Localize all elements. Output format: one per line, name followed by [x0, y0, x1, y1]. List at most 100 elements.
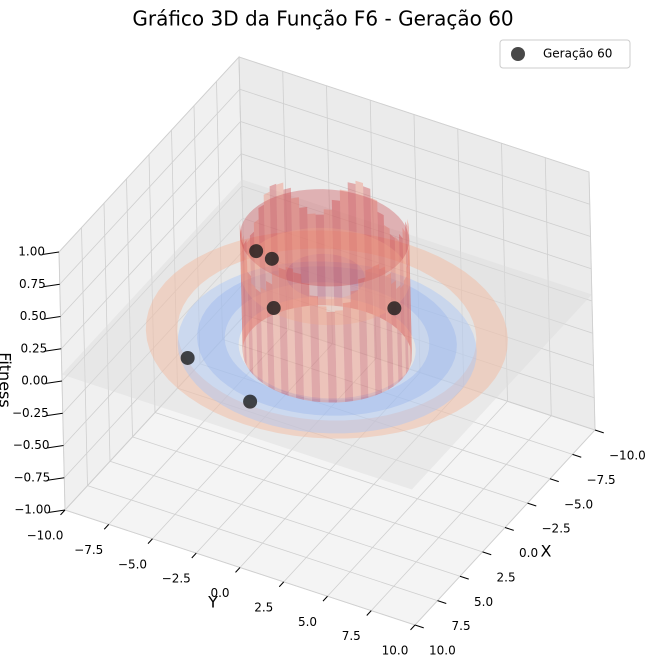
surface-facet [243, 239, 249, 338]
z-tick-label: 0.75 [19, 277, 46, 291]
z-tick-label: −1.00 [14, 503, 51, 517]
scatter-point [266, 301, 281, 316]
surface-facet [293, 272, 305, 400]
surface-facet [326, 311, 337, 403]
y-tick [191, 552, 197, 559]
surface-facet [405, 221, 411, 347]
z-tick [46, 412, 63, 417]
points [180, 244, 402, 409]
x-tick [414, 624, 424, 629]
surface-facet [299, 206, 310, 307]
x-tick-label: 5.0 [474, 595, 493, 609]
grid-line [283, 386, 465, 583]
y-tick-label: −7.5 [74, 543, 103, 557]
grid-line [327, 400, 508, 597]
surface-facet [355, 180, 366, 312]
surface-facet [307, 213, 318, 306]
legend-marker [511, 47, 525, 61]
x-tick-label: 0.0 [519, 546, 538, 560]
z-tick [45, 348, 62, 352]
z-tick-label: −0.50 [13, 438, 50, 452]
surface-facet [377, 211, 387, 321]
x-tick-label: 7.5 [452, 619, 471, 633]
x-tick-label: −2.5 [542, 522, 571, 536]
surface-facet [315, 214, 326, 306]
surface-facet [244, 256, 250, 371]
grid-line [241, 153, 592, 270]
surface-facet [408, 232, 412, 361]
surface-facet [339, 189, 351, 308]
surface-facet [379, 266, 389, 393]
scatter-point [264, 251, 279, 266]
surface-facet [342, 302, 354, 402]
y-tick-label: 0.0 [210, 586, 229, 600]
surface-facet [363, 186, 374, 315]
z-tick-label: 0.25 [21, 341, 48, 355]
surface-facet [239, 223, 244, 357]
x-tick-label: −7.5 [587, 473, 616, 487]
surface-facet [407, 247, 412, 366]
surface-facet [383, 224, 392, 325]
surface-facet [406, 263, 411, 370]
surface-facet [318, 306, 329, 403]
scatter-point [387, 301, 402, 316]
z-tick [46, 380, 63, 384]
surface-facet [239, 223, 243, 352]
grid-line [240, 121, 591, 237]
surface-band [240, 227, 411, 326]
grid-line [63, 250, 244, 446]
y-tick [60, 509, 66, 516]
surface-facet [358, 277, 369, 400]
surface-facet [331, 199, 343, 307]
z-tick [43, 283, 60, 288]
surface-facet [278, 267, 289, 396]
y-tick-label: 7.5 [342, 629, 361, 643]
surface-facet [241, 235, 246, 343]
surface-crown-top [239, 189, 410, 287]
x-tick-label: −10.0 [609, 449, 646, 463]
grid-line [239, 88, 590, 205]
grid [58, 56, 596, 626]
x-tick [572, 453, 582, 458]
surface-facet [323, 209, 335, 306]
y-tick-label: 10.0 [382, 644, 409, 658]
y-tick [147, 538, 153, 544]
grid-line [370, 415, 552, 611]
z-tick [47, 445, 64, 449]
x-tick [459, 575, 469, 580]
y-tick-label: −2.5 [162, 572, 191, 586]
legend: Geração 60 [499, 39, 631, 69]
grid-line [195, 357, 377, 554]
grid-line [60, 153, 242, 350]
surface-facet [246, 238, 253, 334]
surface-facet [247, 271, 254, 376]
grid-line [108, 329, 290, 525]
z-tick [44, 316, 61, 320]
surface-facet [301, 282, 313, 402]
surface-facet [400, 284, 406, 379]
y-tick-label: −5.0 [118, 557, 147, 571]
surface-facet [240, 229, 245, 362]
z-tick-label: 1.00 [18, 245, 45, 259]
surface-facet [276, 182, 287, 313]
legend-label: Geração 60 [543, 47, 612, 61]
surface-facet [251, 283, 258, 380]
grid-line [60, 121, 241, 317]
surface-facet [407, 218, 412, 352]
z-axis-label: Fitness [0, 352, 15, 407]
surface-facet [285, 266, 297, 399]
x-tick-label: 2.5 [497, 570, 516, 584]
x-tick-label: −5.0 [564, 497, 593, 511]
surface-facet [240, 228, 245, 348]
y-tick-label: −10.0 [27, 529, 64, 543]
grid-line [58, 56, 240, 253]
surface-facet [365, 267, 376, 398]
grid-line [243, 250, 594, 366]
x-tick [504, 527, 514, 531]
x-tick [549, 478, 559, 483]
y-tick [410, 624, 416, 631]
z-tick [48, 477, 65, 481]
y-tick [235, 567, 241, 573]
